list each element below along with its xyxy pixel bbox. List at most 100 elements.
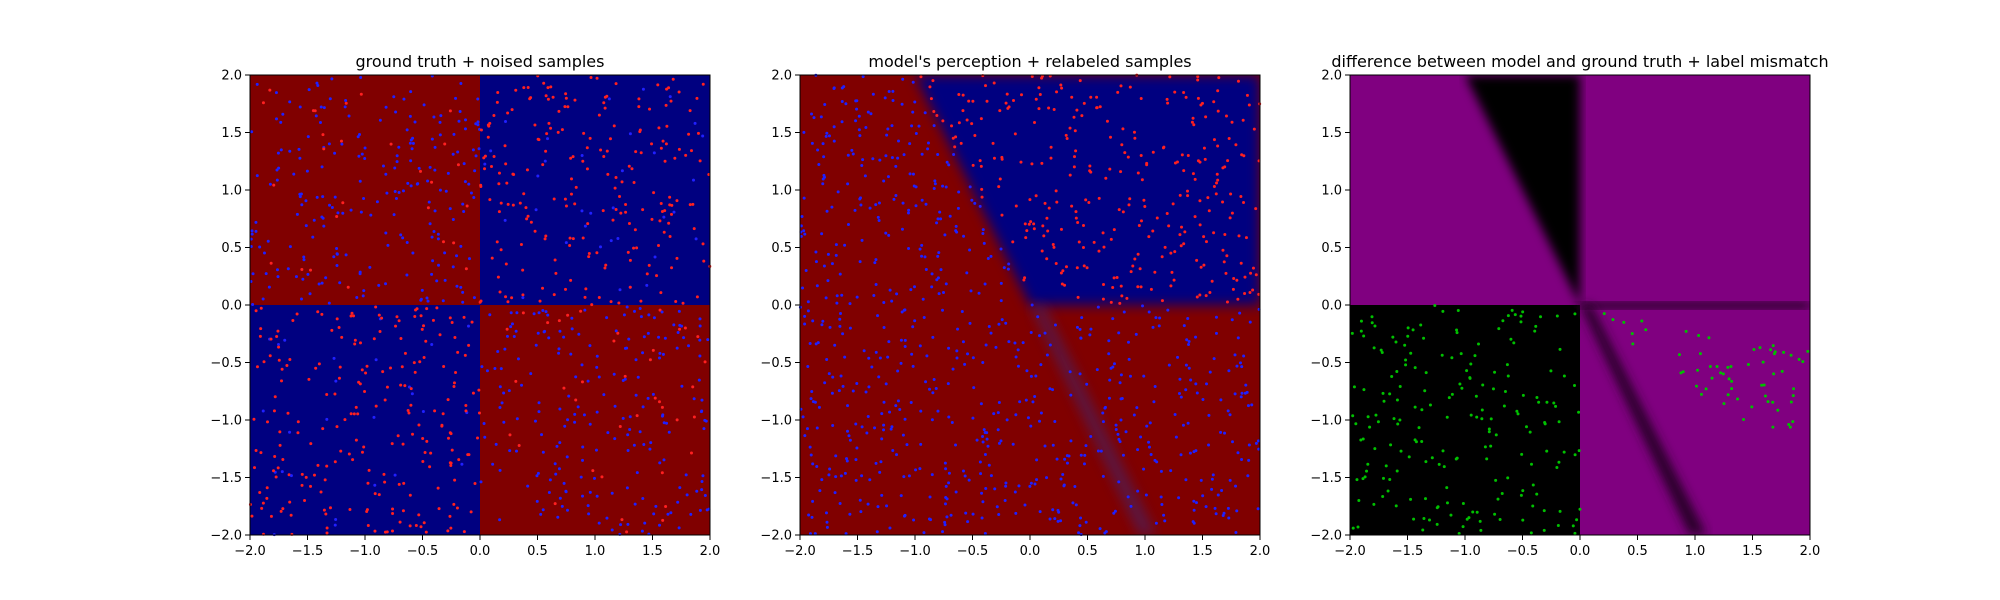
blue-relabeled-point — [838, 317, 842, 321]
blue-relabeled-point — [898, 407, 902, 411]
red-relabeled-point — [931, 79, 935, 83]
red-sample-point — [469, 510, 473, 514]
blue-relabeled-point — [941, 308, 945, 312]
blue-relabeled-point — [924, 268, 928, 272]
blue-relabeled-point — [939, 268, 943, 272]
red-sample-point — [701, 82, 705, 86]
red-relabeled-point — [1231, 287, 1235, 291]
red-relabeled-point — [1080, 114, 1084, 118]
blue-relabeled-point — [1000, 318, 1004, 322]
blue-relabeled-point — [883, 96, 887, 100]
blue-sample-point — [479, 480, 483, 484]
blue-relabeled-point — [876, 314, 880, 318]
red-relabeled-point — [1198, 223, 1202, 227]
red-sample-point — [658, 308, 662, 312]
blue-sample-point — [304, 199, 308, 203]
label-mismatch-point — [1391, 335, 1395, 339]
blue-relabeled-point — [867, 385, 871, 389]
label-mismatch-point — [1497, 327, 1501, 331]
red-sample-point — [688, 109, 692, 113]
red-sample-point — [406, 408, 410, 412]
red-sample-point — [261, 501, 265, 505]
red-relabeled-point — [1215, 172, 1219, 176]
red-sample-point — [275, 334, 279, 338]
blue-relabeled-point — [824, 511, 828, 515]
blue-relabeled-point — [838, 502, 842, 506]
blue-relabeled-point — [955, 356, 959, 360]
red-sample-point — [677, 147, 681, 151]
red-sample-point — [687, 132, 691, 136]
red-sample-point — [522, 192, 526, 196]
blue-sample-point — [642, 335, 646, 339]
blue-sample-point — [266, 239, 270, 243]
red-relabeled-point — [1243, 275, 1247, 279]
red-relabeled-point — [1089, 95, 1093, 99]
blue-relabeled-point — [809, 453, 813, 457]
blue-sample-point — [626, 522, 630, 526]
red-sample-point — [488, 121, 492, 125]
x-tick-label: 0.5 — [527, 544, 548, 559]
blue-relabeled-point — [939, 217, 943, 221]
blue-relabeled-point — [1051, 508, 1055, 512]
blue-sample-point — [565, 508, 569, 512]
red-sample-point — [463, 353, 467, 357]
blue-sample-point — [618, 288, 622, 292]
red-sample-point — [437, 507, 441, 511]
blue-sample-point — [359, 210, 363, 214]
red-relabeled-point — [1095, 106, 1099, 110]
y-tick-label: 1.0 — [771, 184, 792, 199]
blue-relabeled-point — [983, 430, 987, 434]
red-sample-point — [549, 126, 553, 130]
red-sample-point — [325, 531, 329, 535]
blue-sample-point — [583, 308, 587, 312]
label-mismatch-point — [1710, 376, 1714, 380]
label-mismatch-point — [1771, 400, 1775, 404]
blue-relabeled-point — [1235, 364, 1239, 368]
blue-relabeled-point — [1059, 519, 1063, 523]
red-relabeled-point — [1095, 95, 1099, 99]
blue-relabeled-point — [819, 115, 823, 119]
blue-sample-point — [595, 354, 599, 358]
blue-relabeled-point — [982, 428, 986, 432]
blue-relabeled-point — [1065, 454, 1069, 458]
red-relabeled-point — [1068, 173, 1072, 177]
red-sample-point — [583, 295, 587, 299]
blue-relabeled-point — [1184, 478, 1188, 482]
blue-sample-point — [275, 178, 279, 182]
red-sample-point — [354, 438, 358, 442]
red-sample-point — [259, 306, 263, 310]
label-mismatch-point — [1351, 526, 1355, 530]
blue-sample-point — [409, 184, 413, 188]
red-sample-point — [291, 319, 295, 323]
red-sample-point — [312, 473, 316, 477]
red-sample-point — [599, 148, 603, 152]
blue-sample-point — [516, 357, 520, 361]
red-sample-point — [505, 327, 509, 331]
red-sample-point — [497, 210, 501, 214]
blue-sample-point — [277, 342, 281, 346]
blue-sample-point — [663, 336, 667, 340]
red-sample-point — [377, 493, 381, 497]
blue-sample-point — [536, 331, 540, 335]
blue-relabeled-point — [896, 369, 900, 373]
red-relabeled-point — [1030, 162, 1034, 166]
blue-relabeled-point — [954, 490, 958, 494]
red-relabeled-point — [1118, 301, 1122, 305]
red-relabeled-point — [1138, 267, 1142, 271]
red-sample-point — [448, 514, 452, 518]
red-sample-point — [311, 109, 315, 113]
label-mismatch-point — [1684, 329, 1688, 333]
blue-sample-point — [328, 203, 332, 207]
red-sample-point — [617, 301, 621, 305]
label-mismatch-point — [1395, 398, 1399, 402]
red-sample-point — [407, 411, 411, 415]
red-relabeled-point — [1196, 96, 1200, 100]
red-sample-point — [506, 111, 510, 115]
blue-relabeled-point — [901, 77, 905, 81]
blue-relabeled-point — [867, 356, 871, 360]
red-sample-point — [278, 430, 282, 434]
blue-sample-point — [401, 236, 405, 240]
blue-sample-point — [695, 489, 699, 493]
red-sample-point — [616, 331, 620, 335]
blue-sample-point — [362, 197, 366, 201]
